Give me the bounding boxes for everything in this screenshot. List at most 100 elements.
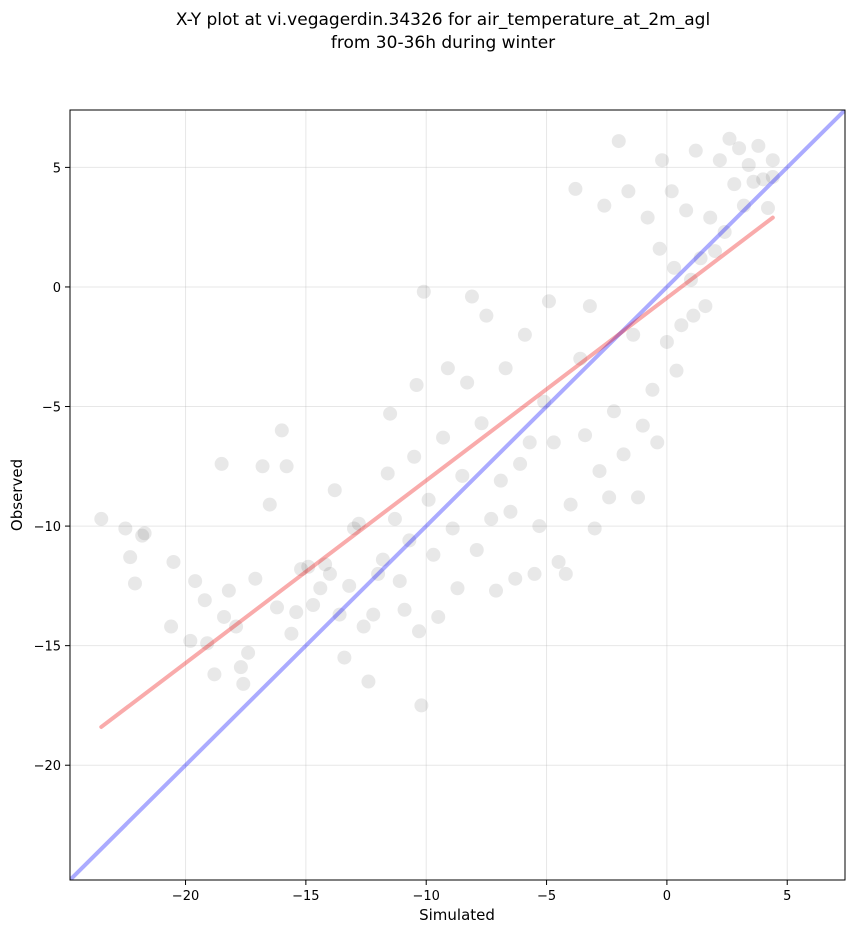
y-tick-label: 5: [53, 161, 61, 176]
chart-title-line2: from 30-36h during winter: [331, 33, 555, 53]
data-point: [351, 516, 366, 531]
x-tick-label: 5: [783, 889, 791, 904]
data-point: [722, 131, 737, 146]
data-point: [397, 602, 412, 617]
y-tick-label: −20: [34, 759, 61, 774]
data-point: [746, 174, 761, 189]
data-point: [732, 141, 747, 156]
data-point: [255, 459, 270, 474]
data-point: [541, 294, 556, 309]
data-point: [527, 566, 542, 581]
data-point: [337, 650, 352, 665]
data-point: [631, 490, 646, 505]
data-point: [597, 198, 612, 213]
x-tick-label: −20: [172, 889, 199, 904]
data-point: [712, 153, 727, 168]
data-point: [479, 308, 494, 323]
data-point: [411, 624, 426, 639]
data-point: [606, 404, 621, 419]
data-point: [436, 430, 451, 445]
data-point: [274, 423, 289, 438]
data-point: [183, 633, 198, 648]
data-point: [751, 138, 766, 153]
data-point: [727, 177, 742, 192]
data-point: [200, 636, 215, 651]
data-point: [356, 619, 371, 634]
data-point: [426, 547, 441, 562]
identity-line: [70, 110, 845, 880]
data-point: [347, 521, 362, 536]
data-point: [551, 554, 566, 569]
regression-line: [99, 215, 775, 729]
data-point: [445, 521, 460, 536]
data-point: [123, 550, 138, 565]
data-point: [667, 260, 682, 275]
x-tick-label: −15: [292, 889, 319, 904]
data-point: [674, 318, 689, 333]
data-point: [765, 153, 780, 168]
x-axis: −20 −15 −10 −5 0 5: [172, 880, 791, 904]
x-axis-label: Simulated: [419, 906, 495, 924]
data-point: [241, 645, 256, 660]
data-point: [197, 593, 212, 608]
data-point: [421, 492, 436, 507]
data-point: [508, 571, 523, 586]
x-tick-label: −10: [412, 889, 439, 904]
data-point: [318, 557, 333, 572]
y-tick-label: −5: [42, 401, 61, 416]
data-point: [118, 521, 133, 536]
data-point: [361, 674, 376, 689]
data-point: [602, 490, 617, 505]
data-point: [407, 449, 422, 464]
data-point: [645, 382, 660, 397]
data-point: [342, 578, 357, 593]
data-point: [703, 210, 718, 225]
data-point: [587, 521, 602, 536]
data-point: [322, 566, 337, 581]
data-point: [611, 134, 626, 149]
y-tick-label: −15: [34, 640, 61, 655]
data-point: [392, 574, 407, 589]
data-point: [214, 456, 229, 471]
data-point: [474, 416, 489, 431]
data-point: [513, 456, 528, 471]
data-point: [621, 184, 636, 199]
data-point: [741, 158, 756, 172]
data-point: [402, 533, 417, 548]
y-tick-label: 0: [53, 281, 61, 296]
data-point: [664, 184, 679, 199]
data-point: [164, 619, 179, 634]
data-point: [522, 435, 537, 450]
data-point: [717, 224, 732, 239]
data-point: [640, 210, 655, 225]
data-point: [306, 598, 321, 612]
y-axis-label: Observed: [8, 459, 26, 531]
data-point: [469, 543, 484, 557]
plot-frame: [69, 109, 846, 881]
data-point: [489, 583, 504, 598]
data-point: [652, 241, 667, 256]
x-tick-label: −5: [537, 889, 556, 904]
data-point: [127, 576, 142, 591]
data-point: [736, 198, 751, 213]
data-point: [498, 361, 513, 376]
data-point: [366, 607, 381, 622]
data-point: [166, 554, 181, 569]
data-point: [229, 619, 244, 634]
data-point: [455, 468, 470, 483]
data-point: [686, 308, 701, 323]
y-tick-label: −10: [34, 520, 61, 535]
data-point: [650, 435, 665, 450]
data-point: [493, 473, 508, 488]
data-point: [289, 605, 304, 620]
data-point: [416, 284, 431, 299]
data-point: [294, 562, 309, 577]
data-point: [221, 583, 236, 598]
data-point: [464, 289, 479, 304]
data-point: [460, 375, 475, 390]
data-point: [517, 327, 532, 342]
fit-lines: [70, 110, 845, 880]
data-point: [409, 378, 424, 392]
data-point: [207, 667, 222, 682]
data-point: [301, 559, 316, 574]
